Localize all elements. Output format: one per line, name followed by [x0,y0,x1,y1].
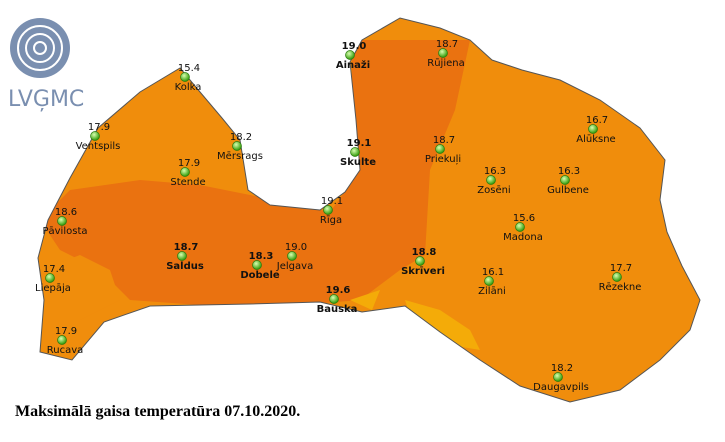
station-dot [438,48,448,58]
station-value: 17.7 [610,263,632,274]
station-dot [57,335,67,345]
station-name: Skrīveri [401,266,445,277]
station-value: 17.9 [178,158,200,169]
station-dot [323,205,333,215]
station-name: Priekuļi [425,154,461,165]
station-name: Madona [503,232,543,243]
station-value: 19.6 [326,285,351,296]
station-name: Zilāni [478,286,506,297]
station-name: Skulte [340,157,376,168]
station-value: 17.9 [55,326,77,337]
station-value: 17.9 [88,122,110,133]
station-name: Rīga [320,215,342,226]
station-dot [45,273,55,283]
station-value: 18.6 [55,207,77,218]
station-name: Zosēni [477,185,510,196]
station-dot [612,272,622,282]
logo-text: LVĢMC [8,87,84,112]
station-name: Daugavpils [533,382,589,393]
station-dot [177,251,187,261]
station-dot [435,144,445,154]
station-dot [57,216,67,226]
border [37,17,701,403]
station-name: Kolka [175,82,202,93]
station-value: 16.7 [586,115,608,126]
station-name: Gulbene [547,185,589,196]
station-dot [484,276,494,286]
station-name: Rēzekne [599,282,642,293]
station-name: Saldus [166,261,204,272]
station-value: 18.2 [230,132,252,143]
logo: LVĢMC [8,18,84,112]
station-dot [350,147,360,157]
station-name: Rūjiena [427,58,464,69]
station-value: 19.0 [342,41,367,52]
station-name: Stende [170,177,205,188]
station-dot [252,260,262,270]
station-name: Rucava [47,345,84,356]
station-value: 16.3 [484,166,506,177]
station-name: Pāvilosta [42,226,87,237]
station-value: 18.7 [174,242,199,253]
station-value: 17.4 [43,264,65,275]
station-name: Liepāja [35,283,71,294]
station-value: 16.1 [482,267,504,278]
station-name: Alūksne [576,134,615,145]
station-dot [588,124,598,134]
station-name: Dobele [240,270,280,281]
station-value: 18.2 [551,363,573,374]
station-dot [180,72,190,82]
station-dot [486,175,496,185]
station-value: 16.3 [558,166,580,177]
station-dot [415,256,425,266]
station-value: 19.1 [321,196,343,207]
station-name: Mērsrags [217,151,263,162]
station-value: 18.7 [436,39,458,50]
station-value: 15.4 [178,63,200,74]
station-value: 19.0 [285,242,307,253]
station-dot [329,294,339,304]
station-name: Bauska [317,304,358,315]
station-value: 15.6 [513,213,535,224]
station-value: 18.7 [433,135,455,146]
station-value: 19.1 [347,138,372,149]
station-name: Ainaži [336,59,370,71]
station-dot [90,131,100,141]
map-title: Maksimālā gaisa temperatūra 07.10.2020. [15,403,300,420]
station-value: 18.8 [412,247,437,258]
station-dot [553,372,563,382]
station-name: Ventspils [76,141,121,152]
station-dot [287,251,297,261]
station-dot [560,175,570,185]
station-value: 18.3 [249,251,274,262]
station-name: Jelgava [276,261,313,272]
station-dot [232,141,242,151]
station-dot [180,167,190,177]
station-dot [515,222,525,232]
station-dot [345,50,355,60]
